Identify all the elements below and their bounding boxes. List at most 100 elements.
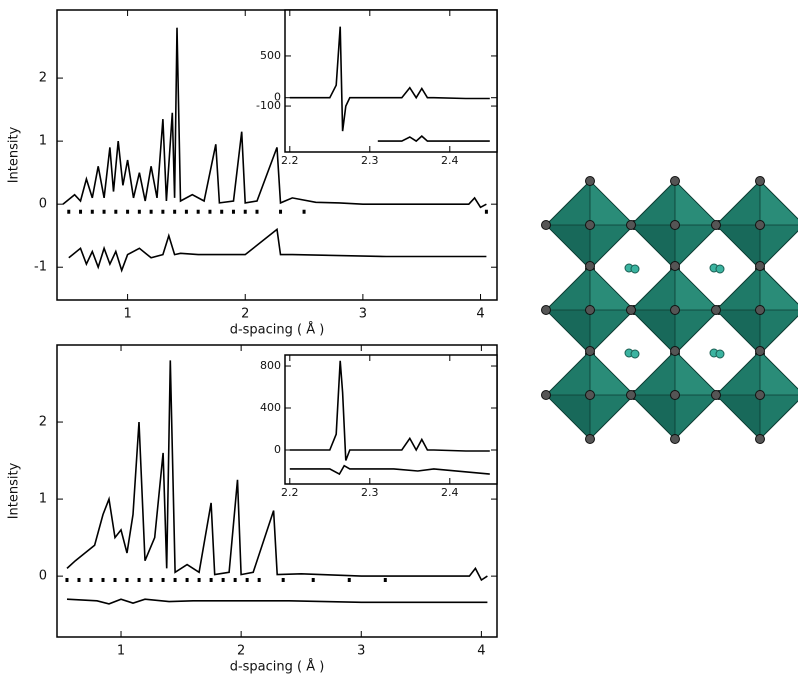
x-tick-label: 2: [237, 644, 245, 659]
anion-atom: [712, 306, 721, 315]
cation-atom: [716, 350, 724, 358]
reflection-tick: [102, 578, 105, 582]
anion-atom: [671, 391, 680, 400]
reflection-tick: [279, 210, 282, 214]
reflection-tick: [222, 578, 225, 582]
anion-atom: [542, 221, 551, 230]
anion-atom: [756, 221, 765, 230]
octahedron-face: [590, 266, 634, 310]
reflection-tick: [303, 210, 306, 214]
reflection-tick: [79, 210, 82, 214]
octahedron-face: [675, 181, 719, 225]
x-tick-label: 2: [241, 307, 249, 322]
anion-atom: [627, 221, 636, 230]
reflection-tick: [384, 578, 387, 582]
y-tick-label: 2: [39, 415, 47, 430]
x-tick-label: 4: [476, 307, 484, 322]
reflection-tick: [126, 210, 129, 214]
y-tick-label: -1: [34, 260, 47, 275]
y-tick-label: 0: [274, 91, 281, 104]
anion-atom: [627, 391, 636, 400]
reflection-tick: [103, 210, 106, 214]
y-axis-label: Intensity: [7, 126, 22, 183]
reflection-tick: [185, 210, 188, 214]
x-tick-label: 3: [357, 644, 365, 659]
anion-atom: [586, 347, 595, 356]
anion-atom: [671, 347, 680, 356]
reflection-tick: [220, 210, 223, 214]
reflection-tick: [114, 578, 117, 582]
x-tick-label: 2.2: [281, 486, 299, 499]
anion-atom: [671, 221, 680, 230]
y-tick-label: 400: [260, 401, 281, 414]
reflection-tick: [77, 578, 80, 582]
reflection-tick: [234, 578, 237, 582]
x-tick-label: 4: [477, 644, 485, 659]
anion-atom: [586, 177, 595, 186]
reflection-tick: [282, 578, 285, 582]
anion-atom: [671, 306, 680, 315]
reflection-tick: [232, 210, 235, 214]
reflection-tick: [246, 578, 249, 582]
reflection-tick: [485, 210, 488, 214]
y-tick-label: 500: [260, 49, 281, 62]
reflection-tick: [91, 210, 94, 214]
anion-atom: [586, 221, 595, 230]
x-tick-label: 2.4: [441, 486, 459, 499]
anion-atom: [586, 391, 595, 400]
y-tick-label: 1: [39, 134, 47, 149]
reflection-tick: [162, 578, 165, 582]
reflection-tick: [186, 578, 189, 582]
y-tick-label: 1: [39, 492, 47, 507]
reflection-tick: [67, 210, 70, 214]
anion-atom: [671, 435, 680, 444]
reflection-tick: [114, 210, 117, 214]
reflection-tick: [89, 578, 92, 582]
reflection-tick: [150, 578, 153, 582]
anion-atom: [756, 177, 765, 186]
octahedron-face: [546, 395, 590, 439]
x-axis-label: d-spacing ( Å ): [230, 659, 325, 675]
octahedron-face: [675, 351, 719, 395]
anion-atom: [756, 306, 765, 315]
anion-atom: [756, 262, 765, 271]
reflection-tick: [312, 578, 315, 582]
y-tick-label: 0: [39, 197, 47, 212]
anion-atom: [671, 177, 680, 186]
octahedron-face: [631, 395, 675, 439]
y-tick-label: 0: [39, 569, 47, 584]
octahedron-face: [675, 266, 719, 310]
octahedron-face: [546, 310, 590, 354]
x-tick-label: 2.4: [441, 154, 459, 167]
reflection-tick: [198, 578, 201, 582]
reflection-tick: [244, 210, 247, 214]
reflection-tick: [197, 210, 200, 214]
octahedron-face: [716, 395, 760, 439]
reflection-tick: [150, 210, 153, 214]
x-tick-label: 2.2: [281, 154, 299, 167]
anion-atom: [756, 435, 765, 444]
anion-atom: [586, 262, 595, 271]
plot-area: [285, 10, 497, 152]
octahedron-face: [631, 225, 675, 269]
x-tick-label: 3: [359, 307, 367, 322]
octahedron-face: [760, 266, 798, 310]
reflection-tick: [208, 210, 211, 214]
reflection-tick: [210, 578, 213, 582]
x-tick-label: 2.3: [361, 154, 379, 167]
anion-atom: [712, 221, 721, 230]
x-axis-label: d-spacing ( Å ): [230, 322, 325, 338]
octahedron-face: [716, 225, 760, 269]
anion-atom: [756, 391, 765, 400]
octahedron-face: [546, 225, 590, 269]
reflection-tick: [174, 578, 177, 582]
octahedron-face: [631, 310, 675, 354]
reflection-tick: [161, 210, 164, 214]
anion-atom: [627, 306, 636, 315]
cation-atom: [631, 265, 639, 273]
octahedron-face: [716, 310, 760, 354]
x-tick-label: 2.3: [361, 486, 379, 499]
